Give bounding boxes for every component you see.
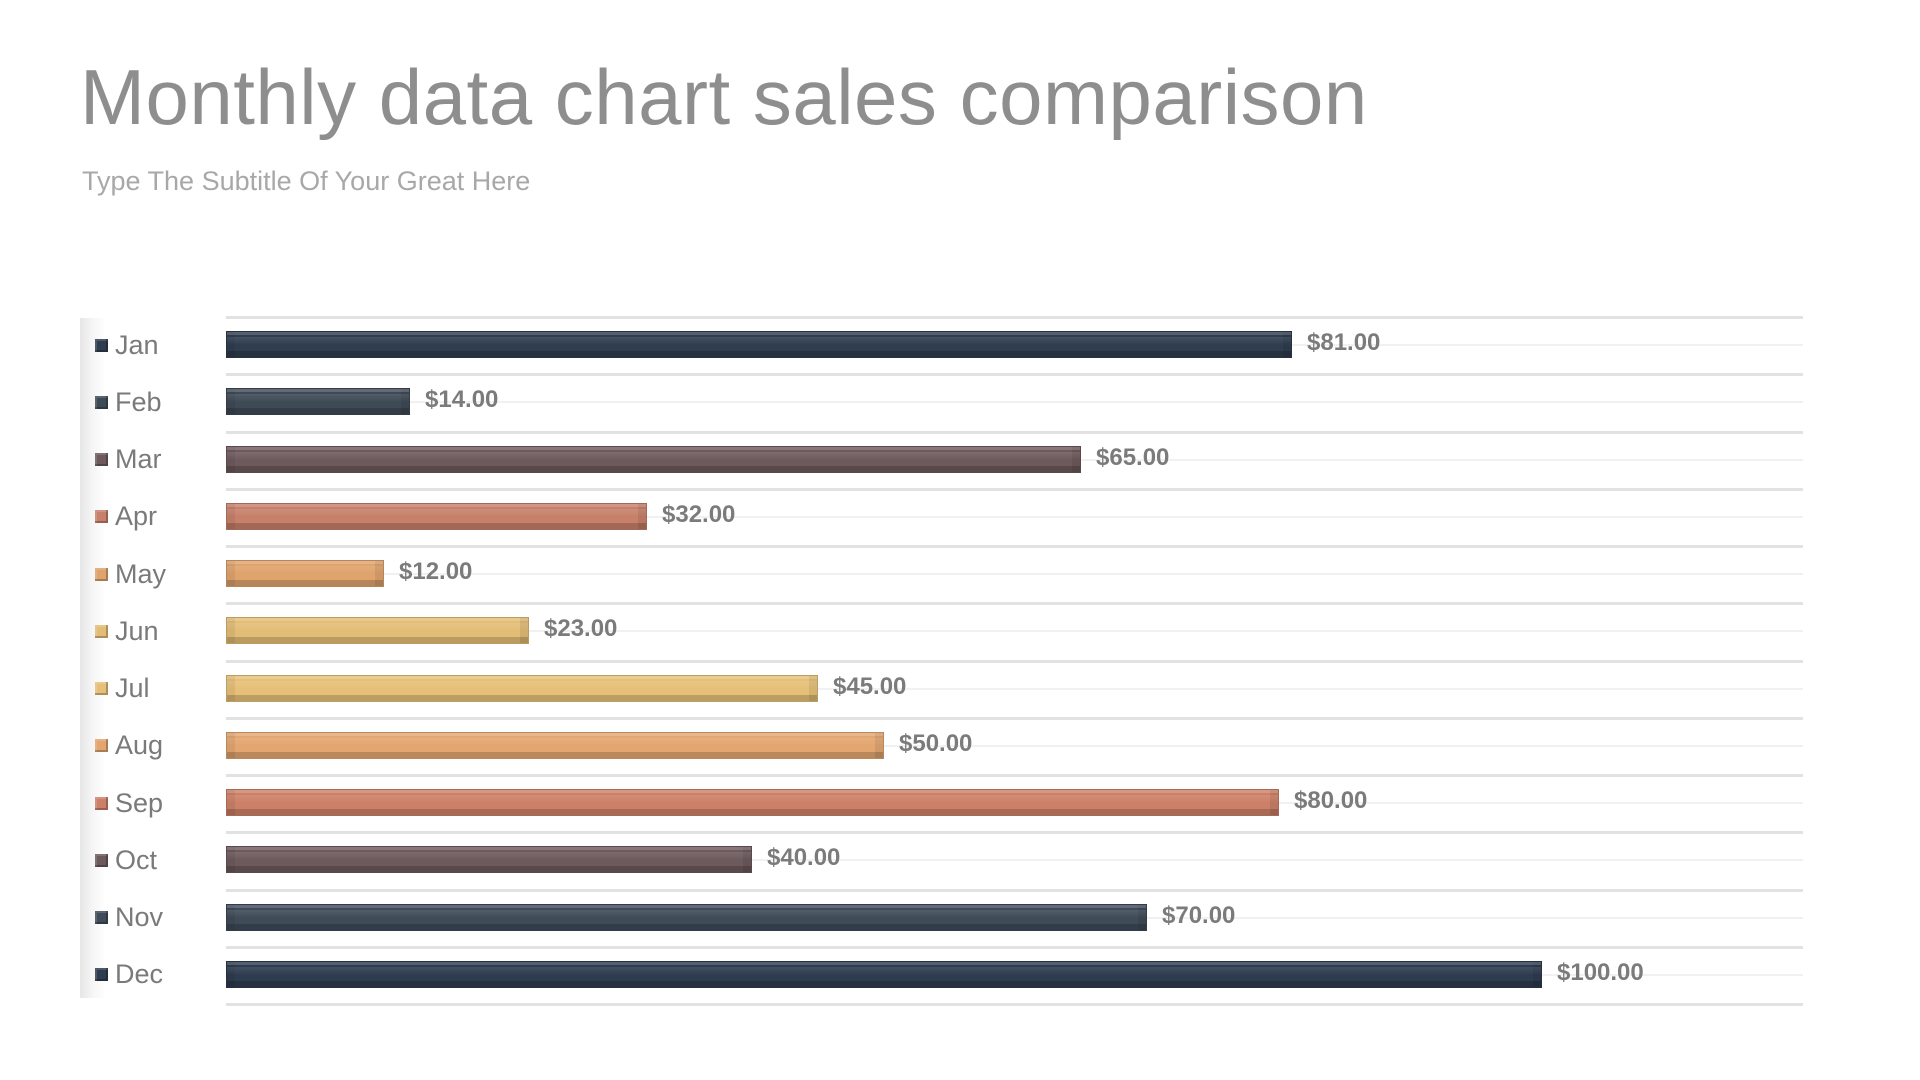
legend-item: Feb (95, 387, 162, 417)
legend-item: Sep (95, 788, 163, 818)
value-label: $50.00 (899, 729, 973, 757)
legend-swatch-icon (95, 911, 108, 924)
chart-row: Jan $81.00 (0, 316, 1920, 373)
gridline (226, 602, 1803, 606)
value-label: $70.00 (1162, 901, 1236, 929)
bar-jan (226, 331, 1292, 358)
bar-mar (226, 445, 1081, 473)
category-label: Oct (115, 844, 158, 875)
category-label: Dec (115, 959, 164, 990)
bar-nov (226, 903, 1147, 931)
legend-swatch-icon (95, 453, 108, 466)
chart-row: Nov $70.00 (0, 889, 1920, 946)
gridline-minor (226, 687, 1803, 690)
gridline (226, 316, 1803, 319)
legend-item: Mar (95, 444, 162, 475)
gridline (226, 831, 1803, 835)
category-label: Nov (115, 902, 164, 932)
gridline-minor (226, 515, 1803, 518)
category-label: Mar (115, 444, 162, 474)
legend-item: Jun (95, 616, 159, 646)
chart-row: Oct $40.00 (0, 831, 1920, 888)
chart-row: Jun $23.00 (0, 602, 1920, 659)
legend-swatch-icon (95, 338, 108, 352)
bar-jun (226, 617, 529, 645)
chart-row: Dec $100.00 (0, 946, 1920, 1003)
gridline (226, 430, 1803, 434)
gridline (226, 1003, 1803, 1006)
legend-swatch-icon (95, 796, 108, 810)
legend-swatch-icon (95, 567, 108, 581)
value-label: $40.00 (767, 844, 841, 872)
gridline-minor (226, 573, 1803, 575)
gridline (226, 716, 1803, 720)
gridline-minor (226, 401, 1803, 404)
category-label: Feb (115, 386, 162, 417)
chart-row: Aug $50.00 (0, 717, 1920, 774)
legend-item: Jan (95, 330, 159, 360)
legend-item: May (95, 559, 166, 589)
value-label: $45.00 (833, 672, 907, 700)
value-label: $65.00 (1096, 443, 1170, 471)
gridline (226, 659, 1803, 663)
legend-item: Jul (95, 673, 150, 704)
bar-feb (226, 388, 410, 416)
legend-item: Aug (95, 730, 164, 761)
bar-sep (226, 789, 1279, 816)
bar-may (226, 560, 384, 587)
value-label: $23.00 (544, 615, 618, 643)
value-label: $100.00 (1557, 958, 1644, 986)
legend-item: Oct (95, 845, 157, 875)
gridline (226, 945, 1803, 949)
value-label: $81.00 (1307, 329, 1381, 356)
legend-swatch-icon (95, 395, 108, 409)
value-label: $32.00 (662, 500, 736, 528)
gridline (226, 545, 1803, 548)
value-label: $14.00 (425, 386, 499, 414)
legend-swatch-icon (95, 682, 108, 695)
bar-oct (226, 846, 752, 874)
gridline (226, 888, 1803, 892)
bar-aug (226, 731, 884, 759)
chart-row: May $12.00 (0, 545, 1920, 602)
legend-item: Apr (95, 501, 158, 532)
legend-swatch-icon (95, 739, 108, 753)
category-label: Jul (115, 673, 150, 703)
gridline-minor (226, 744, 1803, 747)
page-title: Monthly data chart sales comparison (80, 53, 1368, 141)
category-label: Aug (115, 730, 164, 761)
gridline (226, 373, 1803, 377)
category-label: Jan (115, 329, 159, 360)
gridline-minor (226, 630, 1803, 633)
category-label: May (115, 558, 167, 589)
chart-row: Jul $45.00 (0, 660, 1920, 717)
category-label: Apr (115, 501, 158, 532)
bar-jul (226, 674, 818, 702)
chart-row: Feb $14.00 (0, 373, 1920, 430)
legend-swatch-icon (95, 510, 108, 524)
bar-apr (226, 502, 647, 530)
chart-row: Apr $32.00 (0, 488, 1920, 545)
gridline (226, 487, 1803, 491)
gridline (226, 774, 1803, 777)
legend-swatch-icon (95, 853, 108, 867)
value-label: $12.00 (399, 558, 473, 585)
legend-swatch-icon (95, 624, 108, 638)
legend-shadow-strip (80, 318, 106, 998)
legend-item: Nov (95, 902, 164, 933)
legend-item: Dec (95, 959, 164, 990)
category-label: Jun (115, 615, 159, 646)
chart-row: Sep $80.00 (0, 774, 1920, 831)
bar-dec (226, 960, 1542, 988)
page-subtitle: Type The Subtitle Of Your Great Here (82, 166, 531, 196)
legend-swatch-icon (95, 968, 108, 982)
chart-row: Mar $65.00 (0, 431, 1920, 488)
category-label: Sep (115, 787, 164, 818)
gridline-minor (226, 859, 1803, 862)
value-label: $80.00 (1294, 787, 1368, 814)
